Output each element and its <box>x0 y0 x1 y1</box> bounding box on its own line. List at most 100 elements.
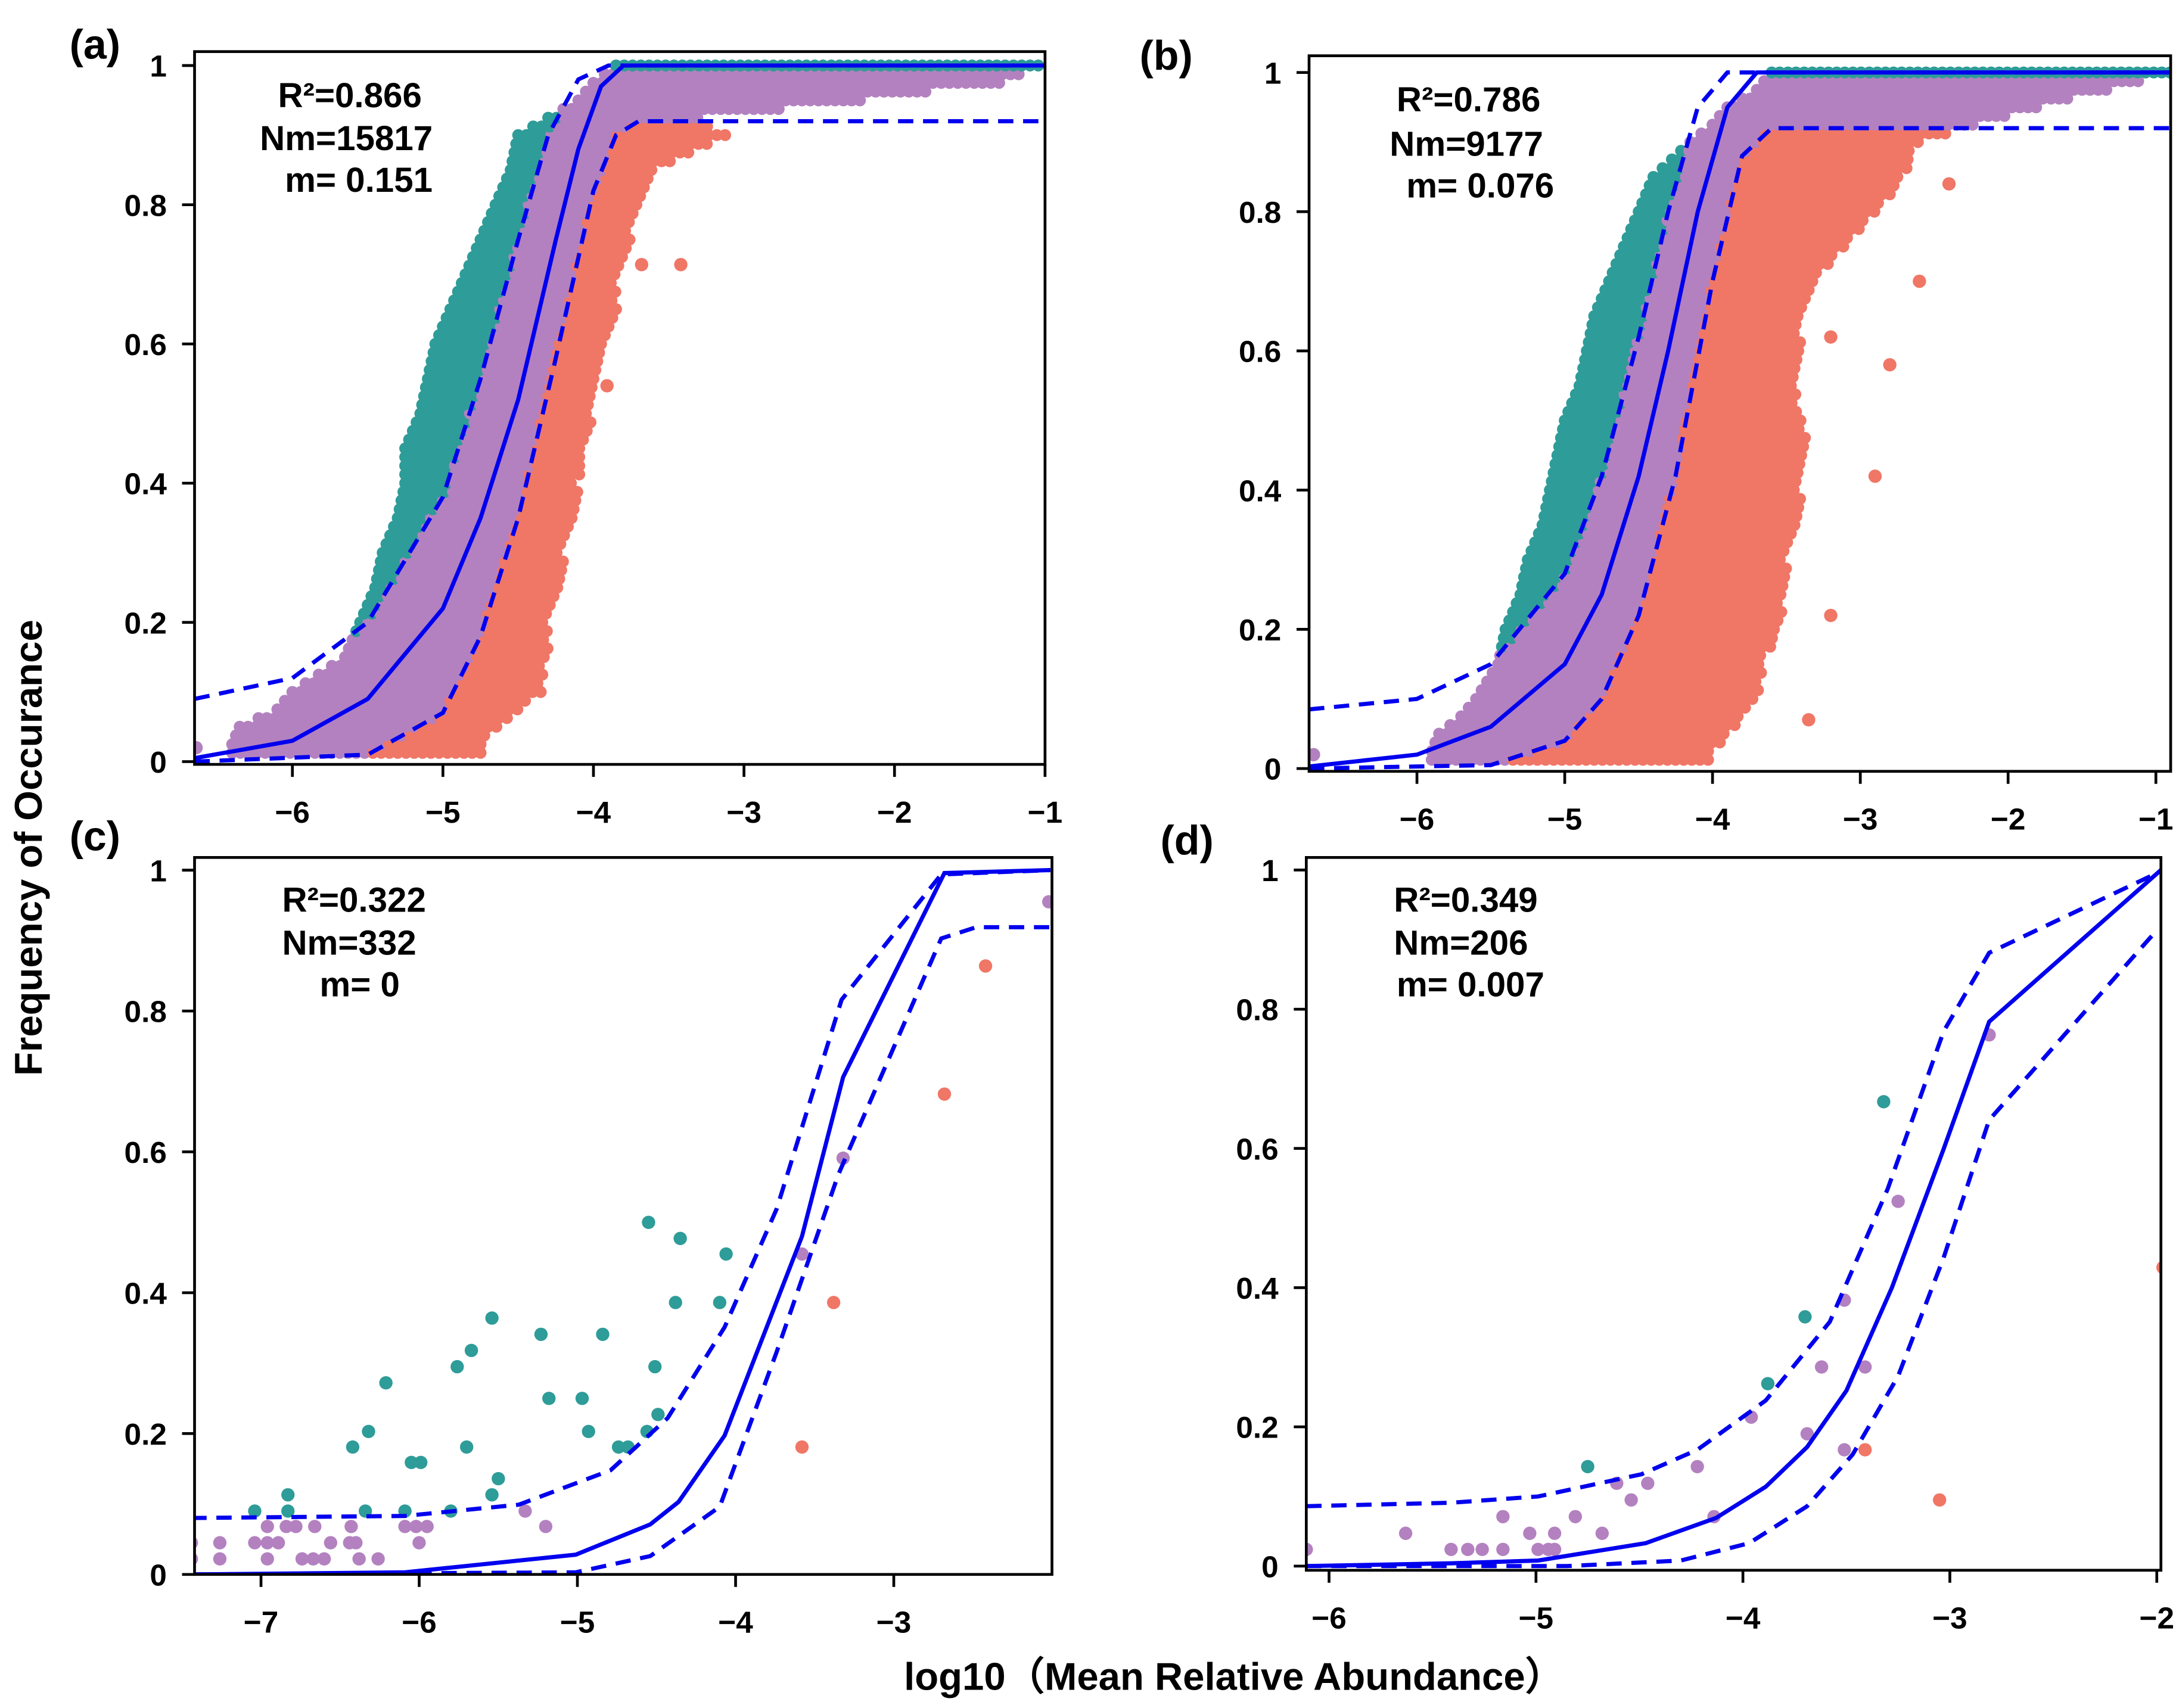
data-point <box>1785 170 1798 183</box>
data-point <box>252 712 265 724</box>
data-point <box>312 703 325 715</box>
data-point-neutral <box>213 1536 227 1550</box>
data-point <box>1723 701 1735 714</box>
data-point <box>445 703 458 715</box>
data-point <box>754 85 766 98</box>
data-point <box>837 94 850 107</box>
data-point <box>878 85 890 98</box>
data-point <box>425 746 437 759</box>
data-point-above <box>281 1488 295 1502</box>
data-point <box>1793 493 1807 505</box>
data-point <box>279 695 291 707</box>
data-point <box>1481 676 1493 688</box>
y-tick-label: 1 <box>150 854 167 888</box>
data-point <box>1746 110 1759 122</box>
data-point <box>1969 75 1982 88</box>
data-point <box>557 451 569 463</box>
data-point <box>712 85 725 98</box>
data-point <box>2002 75 2015 88</box>
data-point <box>1972 92 1984 105</box>
data-point <box>1655 170 1668 183</box>
data-point <box>408 468 420 481</box>
data-point <box>1563 754 1576 766</box>
data-point <box>1724 145 1736 157</box>
data-point <box>457 477 470 490</box>
data-point <box>1739 701 1751 714</box>
data-point-above <box>611 1440 626 1454</box>
x-axis-title: log10（Mean Relative Abundance） <box>904 1654 1564 1698</box>
data-point <box>1884 162 1897 175</box>
data-point <box>663 85 675 98</box>
data-point <box>2083 75 2096 88</box>
data-point <box>746 94 759 107</box>
data-point <box>433 746 446 759</box>
data-point <box>861 85 874 98</box>
data-point <box>565 451 577 463</box>
data-point-neutral <box>349 1536 363 1550</box>
r-squared-label: R²=0.786 <box>1397 80 1540 119</box>
data-point <box>461 695 473 707</box>
data-point-above <box>582 1424 595 1438</box>
data-point <box>400 746 412 759</box>
data-point <box>1744 92 1757 105</box>
data-point-above <box>534 1327 548 1341</box>
data-point-above <box>1581 1460 1594 1473</box>
data-point <box>869 85 882 98</box>
data-point <box>1434 754 1446 766</box>
x-tick-label: −6 <box>275 795 310 829</box>
data-point <box>1988 92 2000 105</box>
data-point <box>2067 75 2079 88</box>
data-point <box>337 695 349 707</box>
data-point <box>1634 710 1646 723</box>
data-point <box>395 703 408 715</box>
data-point-neutral <box>260 1536 274 1550</box>
data-point <box>1691 145 1704 157</box>
data-point-below <box>826 1296 841 1309</box>
data-point <box>1907 92 1919 105</box>
data-point <box>449 746 462 759</box>
data-point <box>1674 701 1686 714</box>
data-point <box>328 695 341 707</box>
data-point <box>1576 701 1589 714</box>
data-point <box>1690 701 1702 714</box>
data-point <box>403 703 416 715</box>
data-point <box>770 85 783 98</box>
r-squared-label: R²=0.866 <box>278 76 421 115</box>
data-point-below <box>795 1440 809 1454</box>
data-point <box>457 451 470 463</box>
data-point-neutral <box>317 1552 331 1566</box>
data-point-neutral <box>409 1520 423 1533</box>
data-point <box>511 703 524 715</box>
data-point <box>465 468 478 481</box>
data-point-below <box>937 1087 952 1101</box>
data-point <box>334 659 346 672</box>
data-point <box>416 468 428 481</box>
data-point <box>1706 701 1719 714</box>
data-point-neutral <box>1858 1360 1872 1374</box>
data-point <box>329 703 341 715</box>
data-point <box>1450 754 1462 766</box>
data-point <box>1942 119 1954 131</box>
data-point <box>1527 701 1540 714</box>
data-point-neutral <box>518 1504 532 1518</box>
data-point <box>1625 701 1637 714</box>
data-point <box>1904 75 1917 88</box>
y-tick-label: 0.6 <box>1236 1132 1278 1166</box>
data-point <box>474 459 486 472</box>
data-point-neutral <box>344 1520 358 1533</box>
data-point-neutral <box>1624 1493 1638 1507</box>
data-point <box>1499 754 1511 766</box>
data-point <box>268 746 280 759</box>
data-point <box>820 85 832 98</box>
data-point <box>399 468 412 481</box>
data-point <box>1962 83 1975 96</box>
data-point <box>704 85 716 98</box>
data-point <box>1925 110 1938 122</box>
x-tick-label: −1 <box>2138 802 2174 836</box>
plot-area <box>194 59 1045 764</box>
data-point <box>837 85 849 98</box>
data-point <box>1819 162 1832 175</box>
data-point <box>1929 83 1942 96</box>
data-point <box>1811 110 1824 122</box>
data-point <box>638 85 650 98</box>
